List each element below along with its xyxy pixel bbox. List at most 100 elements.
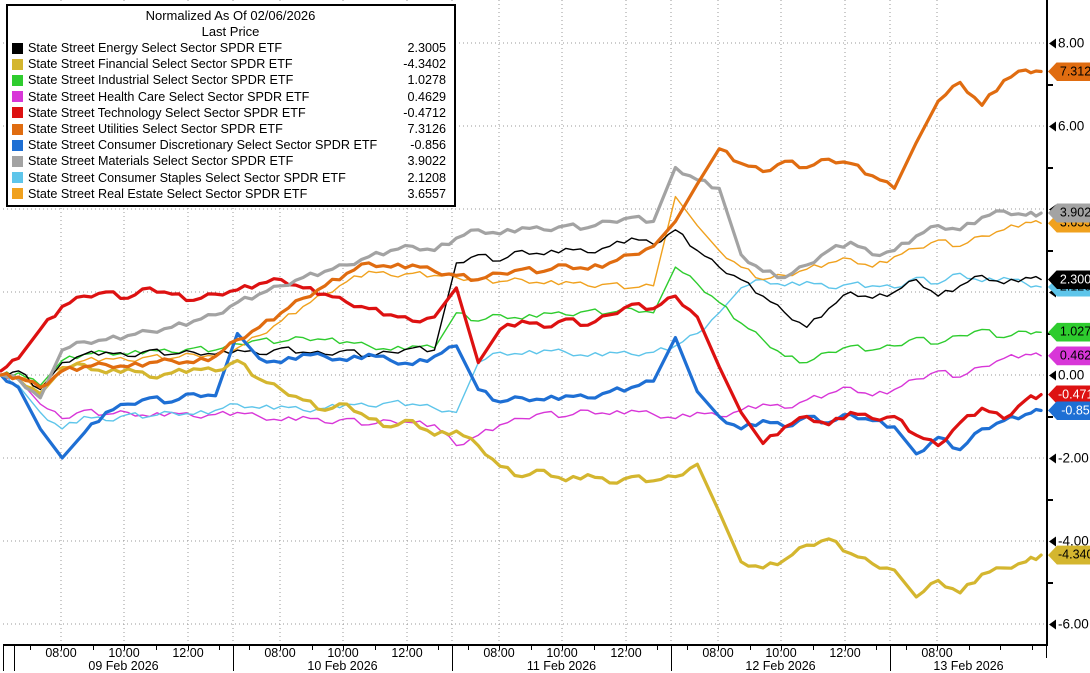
axis-arrow-icon [1049,370,1056,380]
x-axis-minor-tick [687,646,688,650]
legend-item[interactable]: State Street Materials Select Sector SPD… [12,153,449,169]
y-axis-label: -4.00 [1049,534,1089,549]
legend-item-value: 0.4629 [407,89,446,104]
x-axis-minor-tick [438,646,439,650]
legend-item-label: State Street Real Estate Select Sector S… [28,186,308,201]
x-axis-minor-tick [375,646,376,650]
last-price-badge: 7.3126 [1048,62,1090,82]
x-axis-date-label: 12 Feb 2026 [745,659,816,673]
x-axis-minor-tick [969,646,970,650]
legend-item[interactable]: State Street Consumer Discretionary Sele… [12,137,449,153]
legend-color-swatch [12,42,23,54]
y-axis-label-text: 6.00 [1058,118,1085,134]
legend-title-last-price: Last Price [201,24,260,39]
legend-item[interactable]: State Street Utilities Select Sector SPD… [12,121,449,137]
x-axis-date-label: 11 Feb 2026 [526,659,597,673]
legend-item-label: State Street Consumer Discretionary Sele… [28,138,378,153]
legend-item-value: -0.4712 [403,105,446,120]
x-axis-time-label: 08:00 [264,646,296,660]
legend-item[interactable]: State Street Financial Select Sector SPD… [12,56,449,72]
x-axis-time-label: 12:00 [172,646,204,660]
x-axis-minor-tick [93,646,94,650]
x-axis-time-label: 12:00 [391,646,423,660]
legend-color-swatch [12,188,23,200]
series-line [0,272,1042,430]
day-separator [671,645,672,671]
legend-item-value: -0.856 [410,138,446,153]
y-axis-label: 8.00 [1049,36,1084,51]
x-axis-minor-tick [876,646,877,650]
legend-item-label: State Street Utilities Select Sector SPD… [28,122,283,137]
x-axis-minor-tick [781,646,782,650]
legend-item[interactable]: State Street Technology Select Sector SP… [12,105,449,121]
x-axis-minor-tick [61,646,62,650]
x-axis-time-label: 10:00 [327,646,359,660]
y-axis-label: 0.00 [1049,368,1084,383]
axis-arrow-icon [1049,536,1056,546]
x-axis-time-label: 08:00 [702,646,734,660]
x-axis-time-label: 08:00 [45,646,77,660]
x-axis-date-label: 10 Feb 2026 [307,659,378,673]
axis-arrow-icon [1049,619,1056,629]
x-axis-minor-tick [343,646,344,650]
x-axis-minor-tick [499,646,500,650]
x-axis-minor-tick [407,646,408,650]
x-axis-time-label: 12:00 [829,646,861,660]
y-axis-minor-tick [1047,249,1053,252]
x-axis-minor-tick [1000,646,1001,650]
x-axis-minor-tick [156,646,157,650]
y-axis-minor-tick [1047,581,1053,584]
bottom-axis-line [3,644,1047,646]
legend-item-value: 3.9022 [407,154,446,169]
x-axis-minor-tick [1032,646,1033,650]
y-axis-label-text: -2.00 [1058,450,1089,466]
legend-color-swatch [12,74,23,86]
x-axis-time-label: 08:00 [921,646,953,660]
axis-arrow-icon [1049,287,1056,297]
x-axis-time-label: 12:00 [610,646,642,660]
legend-item[interactable]: State Street Real Estate Select Sector S… [12,186,449,202]
last-price-badge: 2.3005 [1048,270,1090,290]
legend-item[interactable]: State Street Energy Select Sector SPDR E… [12,40,449,56]
day-separator [452,645,453,671]
legend-color-swatch [12,123,23,135]
last-price-badge: -4.3402 [1048,545,1090,565]
y-axis-minor-tick [1047,415,1053,418]
legend-item-value: -4.3402 [403,57,446,72]
y-axis-label: 6.00 [1049,119,1084,134]
series-line [0,277,1043,448]
axis-frame-edge [1046,645,1047,658]
legend-item[interactable]: State Street Consumer Staples Select Sec… [12,170,449,186]
x-axis-minor-tick [657,646,658,650]
legend-item-label: State Street Financial Select Sector SPD… [28,57,293,72]
legend-item[interactable]: State Street Health Care Select Sector S… [12,89,449,105]
last-price-badge: 0.4629 [1048,346,1090,366]
y-axis-minor-tick [1047,83,1053,86]
y-axis-label: -2.00 [1049,451,1089,466]
legend-box: Normalized As Of 02/06/2026 Last Price S… [6,4,456,207]
legend-color-swatch [12,155,23,167]
x-axis-minor-tick [813,646,814,650]
legend-color-swatch [12,58,23,70]
y-axis-minor-tick [1047,498,1053,501]
last-price-badge: -0.4712 [1048,385,1090,405]
legend-color-swatch [12,91,23,103]
x-axis-time-label: 10:00 [108,646,140,660]
legend-title-normalized: Normalized As Of 02/06/2026 [145,8,316,23]
y-axis-label-text: -6.00 [1058,616,1089,632]
y-axis-label-text: -4.00 [1058,533,1089,549]
legend-item[interactable]: State Street Industrial Select Sector SP… [12,72,449,88]
series-line [0,331,1043,460]
y-axis-minor-tick [1047,166,1053,169]
day-separator [14,645,15,671]
x-axis-minor-tick [280,646,281,650]
legend-color-swatch [12,139,23,151]
legend-color-swatch [12,172,23,184]
legend-item-label: State Street Industrial Select Sector SP… [28,73,294,88]
x-axis-minor-tick [906,646,907,650]
x-axis-minor-tick [845,646,846,650]
x-axis-minor-tick [594,646,595,650]
legend-item-label: State Street Health Care Select Sector S… [28,89,310,104]
